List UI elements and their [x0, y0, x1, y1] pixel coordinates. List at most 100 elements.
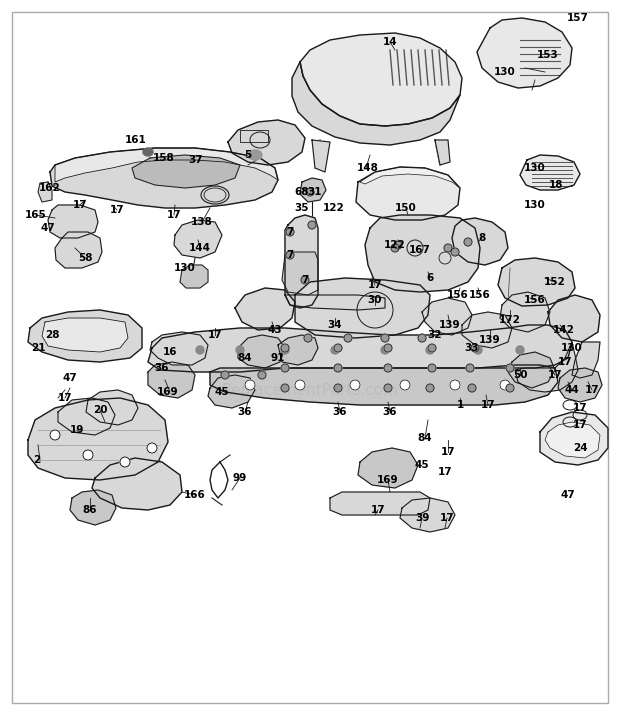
Polygon shape	[70, 490, 116, 525]
Circle shape	[500, 380, 510, 390]
Text: 33: 33	[465, 343, 479, 353]
Text: 150: 150	[395, 203, 417, 213]
Text: 45: 45	[215, 387, 229, 397]
Text: 24: 24	[573, 443, 587, 453]
Circle shape	[281, 364, 289, 372]
Polygon shape	[55, 232, 102, 268]
Text: 7: 7	[286, 227, 294, 237]
Polygon shape	[285, 295, 385, 310]
Text: 17: 17	[441, 447, 455, 457]
Polygon shape	[228, 120, 305, 165]
Text: 58: 58	[78, 253, 92, 263]
Circle shape	[384, 364, 392, 372]
Text: 47: 47	[41, 223, 55, 233]
Circle shape	[258, 371, 266, 379]
Circle shape	[331, 346, 339, 354]
Text: 157: 157	[567, 13, 589, 23]
Circle shape	[281, 344, 289, 352]
Polygon shape	[92, 458, 182, 510]
Text: 17: 17	[440, 513, 454, 523]
Polygon shape	[300, 178, 326, 202]
Circle shape	[350, 380, 360, 390]
Circle shape	[295, 380, 305, 390]
Circle shape	[428, 344, 436, 352]
Text: 158: 158	[153, 153, 175, 163]
Circle shape	[464, 238, 472, 246]
Polygon shape	[292, 62, 460, 145]
Polygon shape	[360, 167, 460, 188]
Circle shape	[400, 380, 410, 390]
Text: 167: 167	[409, 245, 431, 255]
Text: 19: 19	[70, 425, 84, 435]
Text: 162: 162	[39, 183, 61, 193]
Polygon shape	[330, 492, 430, 515]
Text: 39: 39	[415, 513, 429, 523]
Text: 1: 1	[456, 400, 464, 410]
Polygon shape	[400, 498, 455, 532]
Text: 17: 17	[573, 403, 587, 413]
Circle shape	[428, 364, 436, 372]
Text: 156: 156	[524, 295, 546, 305]
Circle shape	[334, 364, 342, 372]
Circle shape	[384, 344, 392, 352]
Text: 17: 17	[58, 393, 73, 403]
Circle shape	[391, 244, 399, 252]
Text: 99: 99	[233, 473, 247, 483]
Circle shape	[245, 380, 255, 390]
Text: 130: 130	[524, 200, 546, 210]
Ellipse shape	[248, 150, 262, 160]
Circle shape	[281, 384, 289, 392]
Circle shape	[304, 334, 312, 342]
Text: 14: 14	[383, 37, 397, 47]
Circle shape	[418, 334, 426, 342]
Polygon shape	[515, 342, 578, 392]
Polygon shape	[28, 310, 142, 362]
Text: ReplacementParts.com: ReplacementParts.com	[221, 383, 399, 398]
Polygon shape	[58, 398, 115, 435]
Ellipse shape	[143, 148, 153, 156]
Text: 17: 17	[547, 370, 562, 380]
Circle shape	[444, 244, 452, 252]
Circle shape	[506, 384, 514, 392]
Polygon shape	[452, 218, 508, 265]
Text: 130: 130	[524, 163, 546, 173]
Circle shape	[196, 346, 204, 354]
Text: 28: 28	[45, 330, 60, 340]
Polygon shape	[462, 312, 512, 348]
Polygon shape	[148, 362, 195, 398]
Polygon shape	[358, 448, 418, 488]
Polygon shape	[148, 325, 572, 372]
Polygon shape	[208, 375, 255, 408]
Circle shape	[286, 228, 294, 236]
Circle shape	[468, 384, 476, 392]
Circle shape	[451, 248, 459, 256]
Polygon shape	[55, 148, 278, 182]
Polygon shape	[312, 140, 330, 172]
Polygon shape	[210, 365, 558, 405]
Circle shape	[394, 241, 402, 249]
Text: 17: 17	[371, 505, 385, 515]
Text: 2: 2	[33, 455, 41, 465]
Polygon shape	[132, 155, 240, 188]
Text: 156: 156	[447, 290, 469, 300]
Text: 139: 139	[439, 320, 461, 330]
Text: 36: 36	[333, 407, 347, 417]
Text: 8: 8	[479, 233, 485, 243]
Polygon shape	[500, 292, 550, 332]
Text: 17: 17	[480, 400, 495, 410]
Text: 50: 50	[513, 370, 527, 380]
Circle shape	[334, 344, 342, 352]
Text: 18: 18	[549, 180, 563, 190]
Circle shape	[344, 334, 352, 342]
Text: 84: 84	[237, 353, 252, 363]
Text: 47: 47	[63, 373, 78, 383]
Polygon shape	[508, 352, 555, 388]
Circle shape	[474, 346, 482, 354]
Circle shape	[286, 251, 294, 259]
Polygon shape	[356, 167, 460, 220]
Text: 36: 36	[383, 407, 397, 417]
Text: 37: 37	[188, 155, 203, 165]
Text: 17: 17	[208, 330, 223, 340]
Text: 17: 17	[557, 357, 572, 367]
Polygon shape	[50, 148, 278, 208]
